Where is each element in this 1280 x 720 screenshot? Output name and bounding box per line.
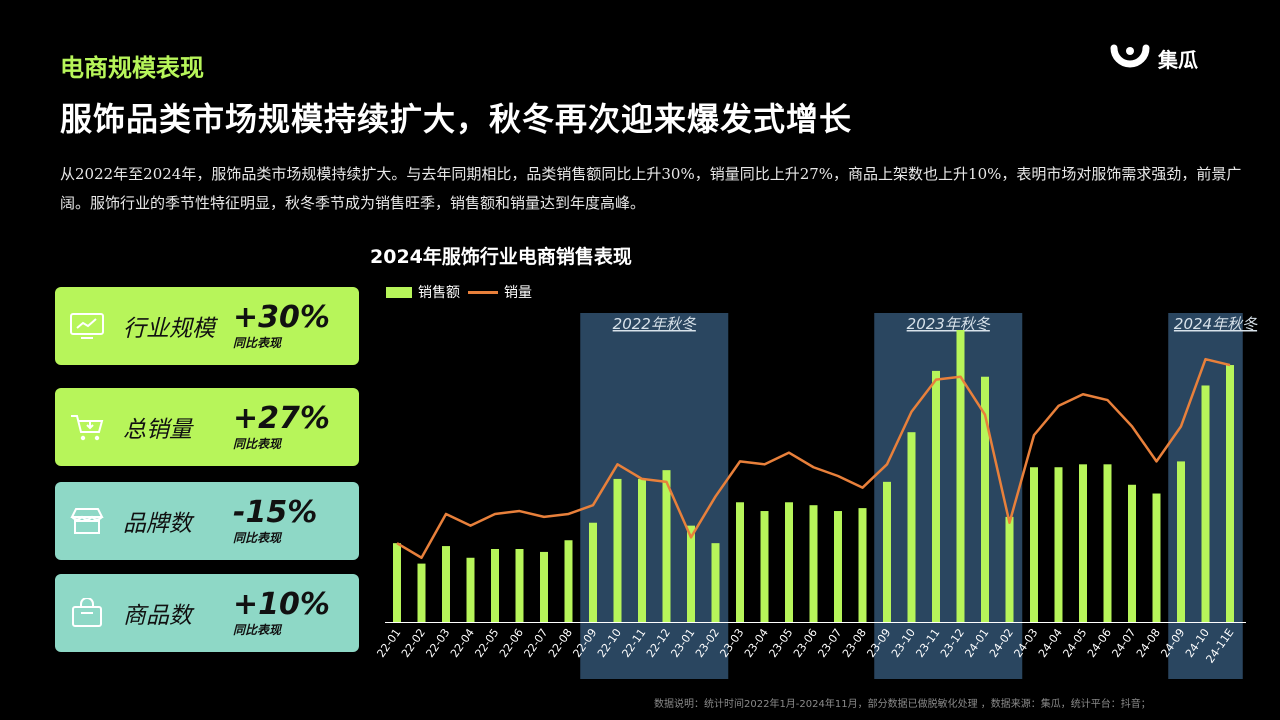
highlight-band — [874, 313, 1023, 679]
highlight-band-label: 2024年秋冬 — [1174, 315, 1258, 333]
sales-bar — [1177, 461, 1185, 622]
x-tick-label: 24-05 — [1060, 626, 1089, 660]
kpi-sub-label: 同比表现 — [233, 622, 282, 637]
sales-bar — [932, 370, 940, 622]
highlight-band-label: 2022年秋冬 — [613, 315, 697, 333]
monitor-chart-icon — [70, 313, 104, 339]
kpi-card-total-sales: 总销量 +27% 同比表现 — [55, 388, 359, 466]
data-footnote: 数据说明：统计时间2022年1月-2024年11月，部分数据已做脱敏化处理 ，数… — [654, 699, 1151, 710]
kpi-card-product-count: 商品数 +10% 同比表现 — [55, 574, 359, 652]
x-tick-label: 22-03 — [423, 626, 452, 660]
sales-bar — [662, 470, 671, 622]
kpi-value: -15% — [233, 494, 318, 530]
sales-bar — [417, 563, 426, 622]
x-tick-label: 22-02 — [399, 626, 428, 660]
section-label: 电商规模表现 — [60, 54, 204, 82]
highlight-band-label: 2023年秋冬 — [907, 315, 991, 333]
x-tick-label: 23-05 — [766, 626, 795, 660]
sales-bar — [613, 478, 622, 622]
x-tick-label: 22-06 — [497, 626, 526, 660]
shopping-bag-icon — [72, 598, 102, 627]
kpi-sub-label: 同比表现 — [233, 436, 282, 451]
legend-label-sales: 销售额 — [418, 285, 460, 301]
sales-bar — [1128, 484, 1136, 622]
x-tick-label: 23-08 — [840, 626, 869, 660]
x-tick-label: 22-08 — [546, 626, 575, 660]
sales-bar — [711, 543, 720, 622]
sales-bar — [1030, 467, 1038, 622]
sales-bar — [442, 546, 450, 622]
shopping-cart-icon — [71, 415, 104, 441]
x-tick-label: 23-07 — [815, 626, 844, 660]
sales-bar — [1103, 464, 1112, 622]
chart-legend: 销售额 销量 — [386, 282, 532, 302]
sales-bar — [1201, 385, 1210, 622]
x-tick-label: 24-08 — [1134, 626, 1163, 660]
kpi-value: +10% — [233, 586, 330, 622]
x-tick-label: 22-01 — [374, 626, 403, 660]
sales-bar — [883, 481, 891, 622]
sales-bar — [981, 376, 989, 622]
sales-bar — [1079, 464, 1087, 622]
highlight-band — [580, 313, 729, 679]
sales-bar — [1005, 516, 1014, 622]
sales-bar — [638, 478, 646, 622]
sales-bar — [858, 508, 867, 622]
legend-label-volume: 销量 — [504, 285, 532, 301]
x-tick-label: 22-05 — [472, 626, 501, 660]
x-tick-label: 24-06 — [1085, 626, 1114, 660]
brand-logo: 集瓜 — [1110, 42, 1198, 74]
x-tick-label: 24-07 — [1109, 626, 1138, 660]
kpi-sub-label: 同比表现 — [233, 530, 282, 545]
legend-swatch-line — [468, 290, 498, 294]
sales-bar — [564, 540, 573, 622]
kpi-label: 行业规模 — [123, 316, 215, 342]
legend-swatch-bar — [386, 286, 412, 298]
store-icon — [70, 508, 104, 534]
sales-bar — [1226, 365, 1234, 622]
kpi-value: +30% — [233, 299, 330, 335]
sales-bar — [760, 511, 769, 622]
brand-name: 集瓜 — [1158, 47, 1198, 72]
sales-bar — [393, 543, 401, 622]
kpi-label: 商品数 — [123, 603, 192, 629]
sales-bar — [834, 511, 842, 622]
kpi-card-brand-count: 品牌数 -15% 同比表现 — [55, 482, 359, 560]
sales-bar — [491, 549, 499, 622]
x-tick-label: 24-04 — [1036, 626, 1065, 660]
sales-bar — [1054, 467, 1063, 622]
chart-title: 2024年服饰行业电商销售表现 — [370, 246, 632, 268]
x-tick-label: 22-04 — [448, 626, 477, 660]
brand-mark-icon — [1110, 44, 1150, 68]
volume-line — [396, 357, 1231, 560]
sales-bar — [785, 502, 793, 622]
sales-bar — [1152, 493, 1161, 622]
sales-bar — [687, 525, 695, 622]
sales-bar — [736, 502, 744, 622]
sales-bar — [540, 551, 548, 622]
kpi-label: 品牌数 — [123, 511, 192, 537]
sales-bar — [809, 505, 818, 622]
kpi-label: 总销量 — [123, 417, 192, 443]
sales-bar — [589, 522, 597, 622]
sales-bar — [956, 330, 965, 622]
x-tick-label: 23-06 — [791, 626, 820, 660]
kpi-value: +27% — [233, 400, 330, 436]
x-tick-label: 22-07 — [521, 626, 550, 660]
x-tick-label: 23-04 — [742, 626, 771, 660]
kpi-sub-label: 同比表现 — [233, 335, 282, 350]
intro-paragraph: 从2022年至2024年，服饰品类市场规模持续扩大。与去年同期相比，品类销售额同… — [60, 165, 1242, 212]
sales-bar — [466, 557, 475, 622]
page-headline: 服饰品类市场规模持续扩大，秋冬再次迎来爆发式增长 — [60, 100, 853, 138]
sales-bar — [515, 549, 524, 622]
kpi-card-industry-scale: 行业规模 +30% 同比表现 — [55, 287, 359, 365]
sales-bar — [907, 432, 916, 622]
